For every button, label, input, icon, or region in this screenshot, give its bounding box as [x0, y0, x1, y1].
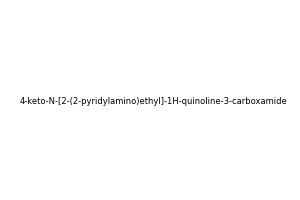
- Text: 4-keto-N-[2-(2-pyridylamino)ethyl]-1H-quinoline-3-carboxamide: 4-keto-N-[2-(2-pyridylamino)ethyl]-1H-qu…: [20, 97, 288, 106]
